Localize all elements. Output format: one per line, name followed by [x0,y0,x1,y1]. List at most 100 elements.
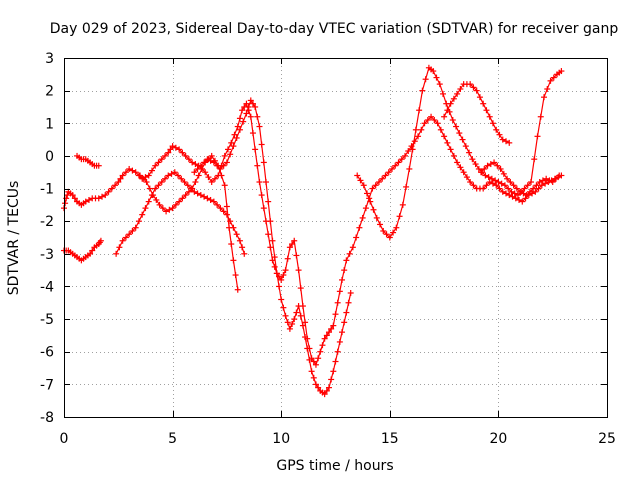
data-point-interp [372,182,379,189]
data-point-interp [345,299,352,306]
data-point [273,270,280,277]
data-point-interp [185,188,192,195]
data-point [480,100,487,107]
data-point [163,208,170,215]
data-point [217,165,224,172]
data-point-interp [392,162,399,169]
data-point [119,237,126,244]
data-point-interp [403,183,410,190]
data-point-interp [332,358,339,365]
data-point-interp [155,159,162,166]
data-point-interp [166,206,173,213]
data-point-interp [496,131,503,138]
series-arc1 [61,100,565,368]
data-point-interp [315,384,322,391]
data-point-interp [112,182,119,189]
data-point [373,214,380,221]
x-tick-label: 20 [489,431,507,447]
data-point [221,182,228,189]
data-point [126,231,133,238]
y-tick-label: -4 [40,279,54,295]
data-point-interp [476,94,483,101]
data-point [517,188,524,195]
data-point-interp [205,174,212,181]
data-point [69,192,76,199]
data-point-interp [463,174,470,181]
data-point [247,97,254,104]
data-point-interp [390,229,397,236]
data-point-interp [370,206,377,213]
y-tick-label: 3 [45,51,54,67]
data-point [204,195,211,202]
data-point-interp [494,162,501,169]
data-point-interp [181,179,188,186]
data-point-interp [336,338,343,345]
data-point [143,179,150,186]
data-point-interp [227,151,234,158]
data-point-interp [544,86,551,93]
data-point [395,159,402,166]
data-point [236,237,243,244]
data-point-interp [245,103,252,110]
x-tick-label: 5 [168,431,177,447]
data-point-interp [431,117,438,124]
data-point [95,195,102,202]
data-point [256,123,263,130]
data-point [534,133,541,140]
data-point [132,224,139,231]
data-point [156,201,163,208]
data-point [556,172,563,179]
data-point-interp [336,288,343,295]
series-arc6 [191,97,354,398]
data-point [349,244,356,251]
data-point [113,250,120,257]
data-point [504,175,511,182]
data-point [430,68,437,75]
data-point [473,87,480,94]
data-point-interp [276,283,283,290]
data-point [356,224,363,231]
data-point [441,113,448,120]
data-point [399,201,406,208]
y-tick-label: 2 [45,84,54,100]
data-point [330,322,337,329]
data-point [115,179,122,186]
data-point [334,348,341,355]
data-point [519,198,526,205]
data-point [210,198,217,205]
data-point-interp [546,177,553,184]
data-point [82,198,89,205]
data-point-interp [142,205,149,212]
data-point [312,361,319,368]
data-point [308,368,315,375]
data-point-interp [135,218,142,225]
data-point [549,179,556,186]
data-point-interp [418,126,425,133]
data-point-interp [62,200,69,207]
data-point-interp [231,131,238,138]
data-point [191,188,198,195]
data-point [189,159,196,166]
data-point-interp [175,172,182,179]
data-point-interp [267,244,274,251]
data-point-interp [129,167,136,174]
data-point-interp [310,358,317,365]
data-point-interp [522,195,529,202]
y-tick-label: -7 [40,377,54,393]
y-tick-label: -3 [40,247,54,263]
data-point [538,182,545,189]
data-point [493,126,500,133]
data-point-interp [531,156,538,163]
data-point-interp [550,74,557,81]
data-point-interp [520,190,527,197]
data-point [495,179,502,186]
data-point [454,159,461,166]
data-point-interp [185,156,192,163]
data-point [102,192,109,199]
data-point-interp [201,159,208,166]
data-point [176,198,183,205]
y-tick-label: 0 [45,149,54,165]
data-point [325,329,332,336]
data-layer [61,64,565,398]
data-point-interp [254,162,261,169]
